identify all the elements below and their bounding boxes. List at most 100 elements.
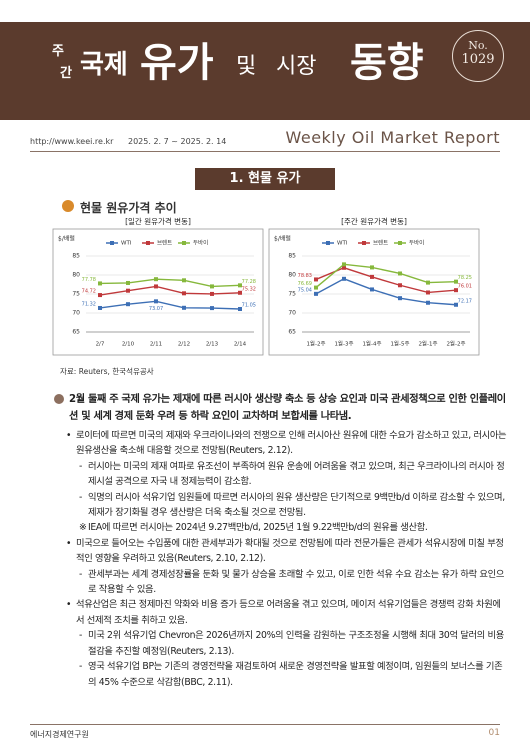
data-point — [314, 285, 318, 290]
sub-bullet-text: 익명의 러시아 석유기업 임원들에 따르면 러시아의 원유 생산량은 단기적으로… — [88, 491, 505, 519]
data-label: 72.17 — [458, 298, 472, 304]
data-point — [98, 293, 102, 298]
bullet: 석유산업은 최근 정제마진 약화와 비용 증가 등으로 어려움을 겪고 있으며,… — [52, 597, 507, 628]
data-point — [426, 280, 430, 285]
data-label: 76.69 — [298, 281, 312, 287]
series-line — [315, 263, 457, 289]
chart-title: [일간 원유가격 변동] — [125, 216, 191, 226]
x-tick-label: 2/13 — [206, 342, 219, 348]
section-icon — [62, 200, 74, 212]
x-tick-label: 2/12 — [178, 342, 190, 348]
data-label: 77.28 — [242, 279, 256, 285]
header-band — [0, 22, 530, 120]
data-point — [370, 265, 374, 270]
chart-title: [주간 원유가격 변동] — [341, 216, 407, 226]
legend-marker — [182, 241, 186, 245]
issue-number: 1029 — [461, 52, 495, 67]
data-label: 78.25 — [458, 275, 472, 281]
data-point — [126, 288, 130, 293]
sub-bullet: - 러시아는 미국의 제재 여파로 유조선이 부족하여 원유 운송에 어려움을 겪… — [52, 459, 507, 490]
data-point — [370, 287, 374, 292]
legend-marker — [326, 241, 330, 245]
y-axis-label: $/배럴 — [58, 235, 75, 243]
legend-marker — [146, 241, 150, 245]
y-tick-label: 85 — [72, 253, 80, 260]
data-label: 71.32 — [82, 301, 96, 307]
data-point — [210, 284, 214, 289]
data-label: 75.32 — [242, 286, 256, 292]
title-text: 시장 — [276, 54, 317, 79]
data-point — [426, 290, 430, 295]
data-point — [426, 300, 430, 305]
title-small: 간 — [60, 66, 72, 81]
period: 2025. 2. 7 ~ 2025. 2. 14 — [128, 137, 227, 146]
section-subtitle: 현물 원유가격 추이 — [80, 201, 177, 215]
report-subtitle: Weekly Oil Market Report — [285, 128, 500, 147]
chart: [일간 원유가격 변동] $/배럴 65 70 75 80 85 2/7 2/10 2/11 2/1… — [52, 216, 264, 356]
data-point — [314, 291, 318, 296]
y-tick-label: 75 — [288, 291, 296, 298]
divider — [30, 151, 500, 152]
x-tick-label: 1월-2주 — [306, 340, 325, 348]
marker: - — [79, 661, 83, 673]
marker: ※ — [79, 522, 87, 534]
y-tick-label: 70 — [72, 310, 80, 317]
y-tick-label: 80 — [288, 272, 296, 279]
url: http://www.keei.re.kr — [30, 137, 114, 146]
sub-bullet-text: 영국 석유기업 BP는 기존의 경영전략을 재검토하여 새로운 경영전략을 발표… — [88, 661, 503, 688]
data-label: 77.78 — [82, 277, 96, 283]
x-tick-label: 2/7 — [96, 342, 105, 348]
legend-marker — [362, 241, 366, 245]
data-point — [182, 278, 186, 283]
issue-label: No. — [468, 39, 488, 52]
y-axis-label: $/배럴 — [274, 235, 291, 243]
legend-label: 두바이 — [193, 239, 208, 247]
data-point — [126, 302, 130, 307]
note-text: IEA에 따르면 러시아는 2024년 9.27백만b/d, 2025년 1월 … — [88, 522, 428, 534]
title-text: 유가 — [140, 40, 214, 86]
data-point — [182, 305, 186, 310]
title-text: 동향 — [350, 40, 424, 86]
data-point — [210, 306, 214, 311]
section-title: 1. 현물 유가 — [195, 168, 335, 190]
data-point — [154, 299, 158, 304]
data-label: 75.04 — [298, 287, 312, 293]
sub-bullet-text: 러시아는 미국의 제재 여파로 유조선이 부족하여 원유 운송에 어려움을 겪고… — [88, 460, 505, 488]
x-tick-label: 2/14 — [234, 342, 247, 348]
data-point — [398, 296, 402, 301]
data-point — [98, 305, 102, 310]
data-label: 74.72 — [82, 289, 96, 295]
data-point — [182, 291, 186, 296]
data-point — [210, 291, 214, 296]
data-label: 78.83 — [298, 273, 312, 279]
chart-frame — [268, 228, 480, 356]
title-small: 주 — [52, 44, 64, 59]
data-point — [342, 276, 346, 281]
y-tick-label: 65 — [288, 329, 296, 336]
footer-org: 에너지경제연구원 — [30, 730, 89, 739]
marker: - — [79, 630, 83, 642]
series-line — [315, 278, 457, 306]
marker: - — [79, 460, 83, 472]
page-number: 01 — [488, 728, 500, 738]
footer-divider — [30, 724, 500, 725]
data-point — [398, 283, 402, 288]
legend-label: WTI — [337, 241, 348, 247]
sub-bullet: - 익명의 러시아 석유기업 임원들에 따르면 러시아의 원유 생산량은 단기적으… — [52, 490, 507, 521]
x-tick-label: 2월-2주 — [446, 340, 465, 348]
body-text: 2월 둘째 주 국제 유가는 제재에 따른 러시아 생산량 축소 등 상승 요인… — [52, 391, 507, 690]
summary: 2월 둘째 주 국제 유가는 제재에 따른 러시아 생산량 축소 등 상승 요인… — [52, 391, 507, 425]
data-point — [154, 284, 158, 289]
data-point — [454, 302, 458, 307]
data-point — [238, 290, 242, 295]
series-line — [99, 278, 241, 288]
legend-label: 브렌트 — [373, 239, 388, 247]
legend-marker — [110, 241, 114, 245]
data-point — [126, 280, 130, 285]
data-point — [398, 271, 402, 276]
y-tick-label: 75 — [72, 291, 80, 298]
data-point — [454, 279, 458, 284]
bullet: 로이터에 따르면 미국의 제재와 우크라이나와의 전쟁으로 인해 러시아산 원유… — [52, 428, 507, 459]
data-point — [342, 262, 346, 267]
